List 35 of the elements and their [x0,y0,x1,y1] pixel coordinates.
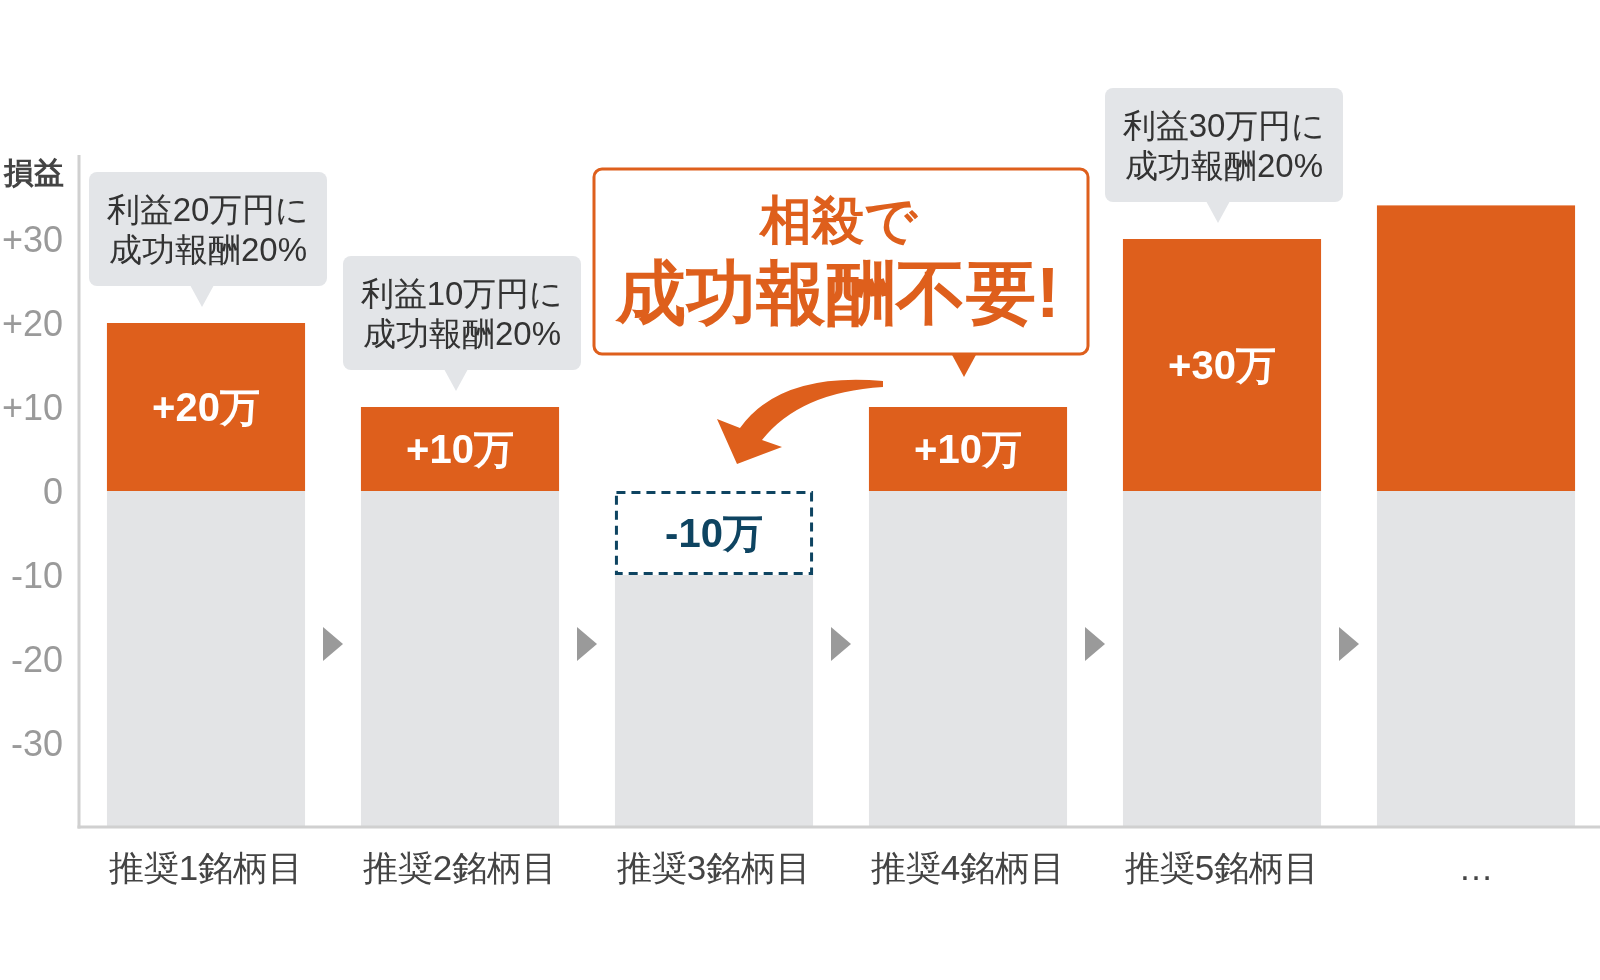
bar [614,491,814,575]
y-tick-label: -20 [10,638,63,680]
bar [360,491,560,827]
data-label: -10万 [665,511,763,555]
annotation: 利益20万円に成功報酬20% [106,190,310,268]
annotation: 利益30万円に成功報酬20% [1122,106,1326,184]
data-label: +20万 [152,385,260,429]
annotation: 相殺で [757,191,919,249]
y-tick-label: -10 [10,554,63,596]
x-tick-label: 推奨4銘柄目 [870,847,1066,887]
annotation: 成功報酬不要! [615,254,1060,332]
annotation: 利益10万円に成功報酬20% [360,274,564,352]
bar [106,323,306,491]
data-label: +30万 [1168,343,1276,387]
bar [1122,491,1322,827]
y-axis-title: 損益 [3,155,64,189]
bar [360,407,560,491]
bar [1122,239,1322,491]
bar [1376,491,1576,827]
bar [1376,205,1576,491]
data-label: +10万 [406,427,514,471]
x-tick-label: … [1458,847,1494,887]
x-tick-label: 推奨3銘柄目 [616,847,812,887]
bar [106,491,306,827]
y-tick-label: +20 [1,302,63,344]
y-tick-label: -30 [10,722,63,764]
x-tick-label: 推奨1銘柄目 [108,847,304,887]
y-tick-label: +10 [1,386,63,428]
bar [868,491,1068,827]
y-tick-label: 0 [42,470,63,512]
x-tick-label: 推奨2銘柄目 [362,847,558,887]
bar [614,575,814,827]
y-tick-label: +30 [1,218,63,260]
x-tick-label: 推奨5銘柄目 [1124,847,1320,887]
data-label: +10万 [914,427,1022,471]
